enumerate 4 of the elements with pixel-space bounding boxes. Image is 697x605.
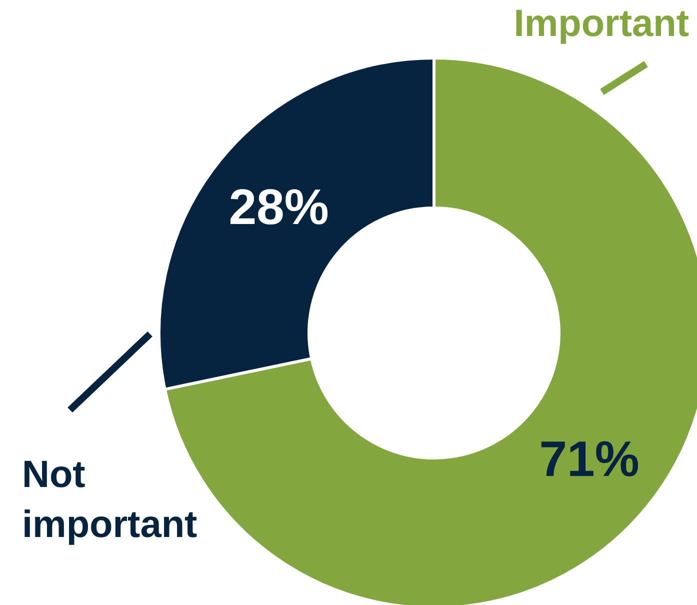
slice-label: Not important bbox=[22, 454, 198, 546]
slice-label: Important bbox=[514, 3, 690, 45]
data-label: 28% bbox=[228, 178, 329, 235]
data-label: 71% bbox=[539, 431, 640, 488]
